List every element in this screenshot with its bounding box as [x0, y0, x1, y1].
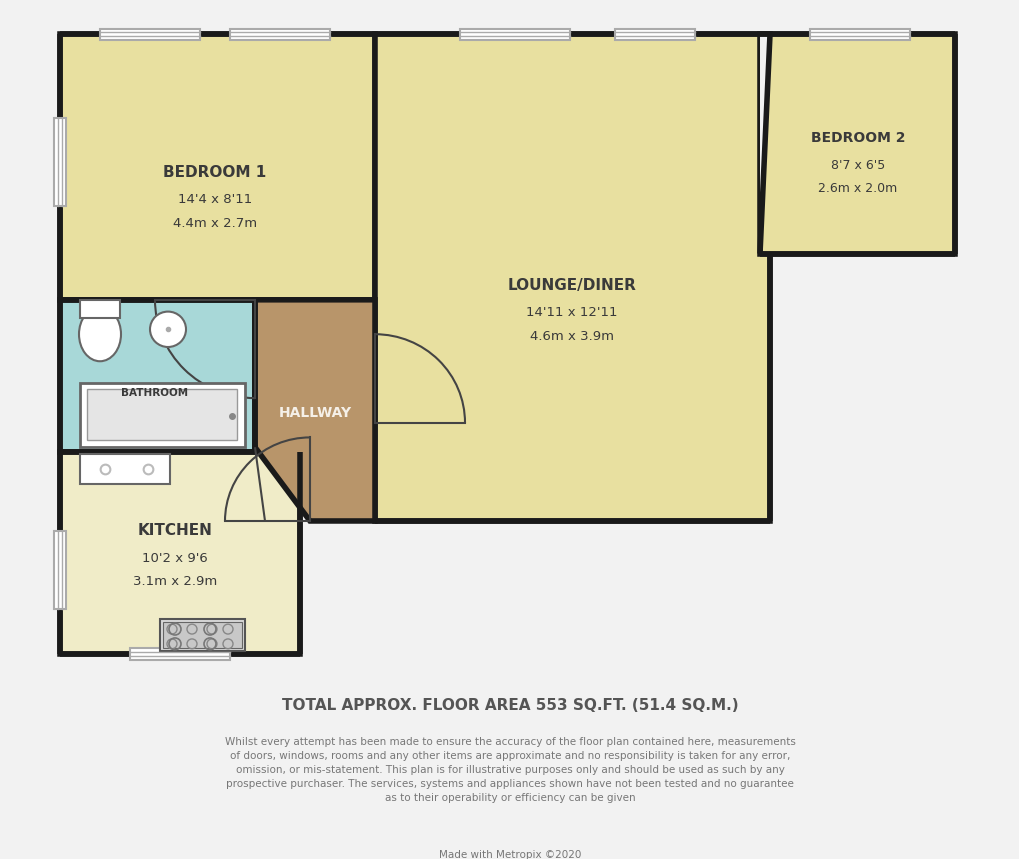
Bar — [79, 300, 120, 318]
Text: 4.6m x 3.9m: 4.6m x 3.9m — [530, 330, 613, 343]
Bar — [809, 28, 909, 40]
Text: 4.4m x 2.7m: 4.4m x 2.7m — [173, 216, 257, 229]
Bar — [100, 28, 200, 40]
Text: 14'11 x 12'11: 14'11 x 12'11 — [526, 306, 618, 319]
Bar — [60, 34, 375, 300]
Text: KITCHEN: KITCHEN — [138, 523, 212, 539]
Text: BEDROOM 1: BEDROOM 1 — [163, 165, 266, 180]
Polygon shape — [759, 34, 769, 253]
Bar — [79, 383, 245, 448]
Ellipse shape — [78, 308, 121, 362]
Text: 2.6m x 2.0m: 2.6m x 2.0m — [817, 182, 897, 195]
Bar — [163, 622, 242, 648]
Ellipse shape — [150, 312, 185, 347]
Text: 10'2 x 9'6: 10'2 x 9'6 — [142, 551, 208, 565]
Bar — [79, 454, 170, 484]
Bar — [375, 34, 769, 521]
Bar — [60, 452, 300, 654]
Bar — [229, 28, 330, 40]
Bar — [54, 531, 66, 609]
Bar — [54, 118, 66, 206]
Text: LOUNGE/DINER: LOUNGE/DINER — [507, 277, 636, 293]
Polygon shape — [255, 300, 375, 521]
Bar — [759, 34, 954, 253]
Text: Whilst every attempt has been made to ensure the accuracy of the floor plan cont: Whilst every attempt has been made to en… — [224, 737, 795, 803]
Text: HALLWAY: HALLWAY — [278, 405, 352, 420]
Bar — [87, 389, 236, 441]
Bar — [614, 28, 694, 40]
Text: BATHROOM: BATHROOM — [121, 388, 189, 399]
Text: 8'7 x 6'5: 8'7 x 6'5 — [830, 159, 884, 172]
Bar — [60, 300, 255, 452]
Text: Made with Metropix ©2020: Made with Metropix ©2020 — [438, 850, 581, 859]
Bar — [129, 648, 229, 660]
Bar — [160, 619, 245, 651]
Text: BEDROOM 2: BEDROOM 2 — [810, 131, 905, 144]
Text: TOTAL APPROX. FLOOR AREA 553 SQ.FT. (51.4 SQ.M.): TOTAL APPROX. FLOOR AREA 553 SQ.FT. (51.… — [281, 698, 738, 713]
Text: 3.1m x 2.9m: 3.1m x 2.9m — [132, 576, 217, 588]
Bar — [460, 28, 570, 40]
Text: 14'4 x 8'11: 14'4 x 8'11 — [177, 193, 252, 206]
